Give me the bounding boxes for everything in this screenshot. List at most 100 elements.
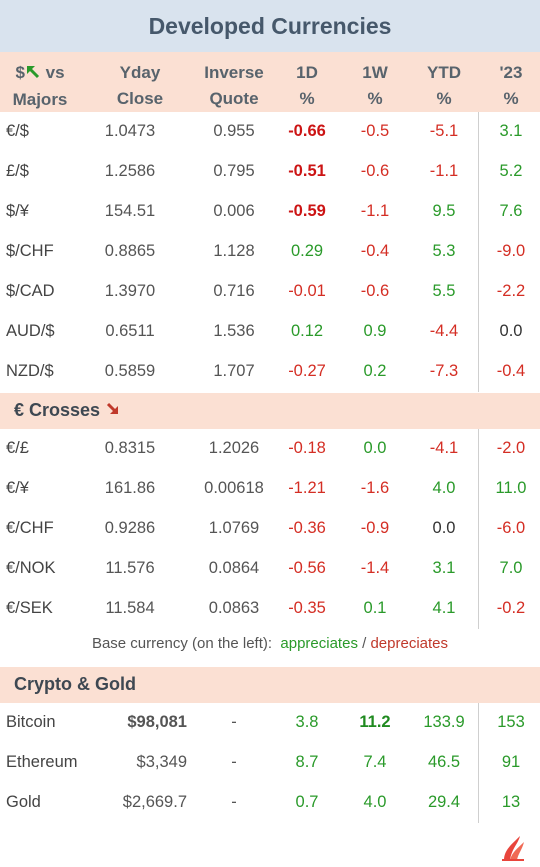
table-row: $/CHF 0.8865 1.128 0.29 -0.4 5.3 -9.0 — [0, 232, 540, 272]
change-1d-cell: 0.7 — [295, 793, 319, 811]
header-yday-line2: Close — [116, 89, 164, 108]
header-ytd-line1: YTD — [427, 63, 461, 82]
change-1d-cell: 0.29 — [290, 242, 324, 260]
change-1d-cell: -0.36 — [288, 519, 326, 537]
change-ytd-cell: -4.4 — [429, 322, 459, 340]
header-inverse-line1: Inverse — [204, 63, 264, 82]
change-1w-cell: 0.9 — [363, 322, 387, 340]
inverse-cell: 1.128 — [213, 242, 255, 260]
pair-cell: $/CAD — [6, 282, 55, 300]
change-1w-cell: 11.2 — [359, 713, 391, 731]
column-divider — [478, 112, 479, 392]
change-ytd-cell: -4.1 — [429, 439, 459, 457]
change-ytd-cell: 4.0 — [432, 479, 456, 497]
table-row: £/$ 1.2586 0.795 -0.51 -0.6 -1.1 5.2 — [0, 152, 540, 192]
page-title: Developed Currencies — [148, 12, 392, 39]
change-1w-cell: -1.4 — [360, 559, 390, 577]
header-pair: $ vs Majors — [10, 60, 70, 113]
inverse-cell: 0.716 — [213, 282, 255, 300]
table-row: €/NOK 11.576 0.0864 -0.56 -1.4 3.1 7.0 — [0, 549, 540, 589]
change-1d-cell: -0.56 — [288, 559, 326, 577]
table-row: €/£ 0.8315 1.2026 -0.18 0.0 -4.1 -2.0 — [0, 429, 540, 469]
change-1w-cell: 4.0 — [363, 793, 387, 811]
header-inverse-quote: Inverse Quote — [194, 60, 274, 112]
close-cell: 11.576 — [105, 559, 155, 577]
change-2023-cell: -6.0 — [496, 519, 526, 537]
close-cell: 0.8865 — [104, 242, 156, 260]
change-1d-cell: 3.8 — [295, 713, 319, 731]
table-row: $/CAD 1.3970 0.716 -0.01 -0.6 5.5 -2.2 — [0, 272, 540, 312]
change-2023-cell: 153 — [497, 713, 525, 731]
change-2023-cell: -0.2 — [496, 599, 526, 617]
change-2023-cell: 7.0 — [499, 559, 523, 577]
color-legend: Base currency (on the left): appreciates… — [0, 635, 540, 652]
close-cell: $98,081 — [127, 713, 187, 731]
change-1d-cell: -1.21 — [288, 479, 326, 497]
pair-cell: €/NOK — [6, 559, 56, 577]
title-bar: Developed Currencies — [0, 0, 540, 52]
flame-logo — [500, 830, 526, 862]
change-1w-cell: -1.6 — [360, 479, 390, 497]
green-up-left-arrow-icon — [25, 61, 41, 87]
header-1d-line1: 1D — [296, 63, 318, 82]
change-2023-cell: -9.0 — [496, 242, 526, 260]
crypto-section-header: Crypto & Gold — [0, 667, 540, 703]
change-2023-cell: 7.6 — [499, 202, 523, 220]
change-1w-cell: -1.1 — [360, 202, 390, 220]
change-1w-cell: -0.4 — [360, 242, 390, 260]
change-ytd-cell: -5.1 — [429, 122, 459, 140]
close-cell: 1.2586 — [104, 162, 156, 180]
change-1w-cell: 0.1 — [363, 599, 387, 617]
table-row: NZD/$ 0.5859 1.707 -0.27 0.2 -7.3 -0.4 — [0, 352, 540, 392]
change-ytd-cell: 29.4 — [427, 793, 461, 811]
header-pair-line2: Majors — [12, 89, 68, 109]
header-1d: 1D % — [277, 60, 337, 112]
change-ytd-cell: 5.3 — [432, 242, 456, 260]
header-2023: '23 % — [481, 60, 540, 112]
inverse-cell: 0.006 — [213, 202, 255, 220]
change-2023-cell: 13 — [501, 793, 521, 811]
legend-separator: / — [362, 635, 367, 652]
change-ytd-cell: 4.1 — [432, 599, 456, 617]
close-cell: 0.6511 — [105, 322, 155, 340]
header-2023-line2: % — [503, 89, 519, 108]
header-pair-suffix: vs — [45, 63, 65, 82]
inverse-cell: 0.00618 — [204, 479, 264, 497]
change-1w-cell: -0.9 — [360, 519, 390, 537]
header-inverse-line2: Quote — [209, 89, 259, 108]
asset-name-cell: Bitcoin — [6, 713, 56, 731]
inverse-cell: 0.0864 — [208, 559, 260, 577]
change-1w-cell: 0.2 — [363, 362, 387, 380]
asset-name-cell: Ethereum — [6, 753, 78, 771]
change-1d-cell: -0.35 — [288, 599, 326, 617]
pair-cell: $/¥ — [6, 202, 29, 220]
header-pair-prefix: $ — [15, 63, 25, 82]
column-header-row: $ vs Majors Yday Close Inverse Quote 1D … — [0, 52, 540, 112]
inverse-cell: 1.707 — [213, 362, 255, 380]
header-1w-line2: % — [367, 89, 383, 108]
pair-cell: €/SEK — [6, 599, 53, 617]
close-cell: 154.51 — [104, 202, 156, 220]
change-ytd-cell: 0.0 — [432, 519, 456, 537]
close-cell: 161.86 — [104, 479, 156, 497]
pair-cell: €/$ — [6, 122, 29, 140]
inverse-cell: 0.955 — [213, 122, 255, 140]
change-2023-cell: 3.1 — [499, 122, 523, 140]
change-1w-cell: -0.6 — [360, 162, 390, 180]
column-divider — [478, 703, 479, 823]
crypto-section-label: Crypto & Gold — [14, 674, 136, 694]
pair-cell: AUD/$ — [6, 322, 55, 340]
table-row: Gold $2,669.7 - 0.7 4.0 29.4 13 — [0, 783, 540, 823]
change-1d-cell: -0.01 — [288, 282, 326, 300]
inverse-cell: 0.795 — [213, 162, 255, 180]
close-cell: $3,349 — [136, 753, 187, 771]
header-1w: 1W % — [345, 60, 405, 112]
table-row: €/¥ 161.86 0.00618 -1.21 -1.6 4.0 11.0 — [0, 469, 540, 509]
header-2023-line1: '23 — [499, 63, 523, 82]
change-1d-cell: 8.7 — [295, 753, 319, 771]
inverse-cell: 1.536 — [213, 322, 255, 340]
column-divider — [478, 429, 479, 629]
change-1d-cell: 0.12 — [290, 322, 324, 340]
close-cell: 11.584 — [105, 599, 155, 617]
header-ytd: YTD % — [414, 60, 474, 112]
